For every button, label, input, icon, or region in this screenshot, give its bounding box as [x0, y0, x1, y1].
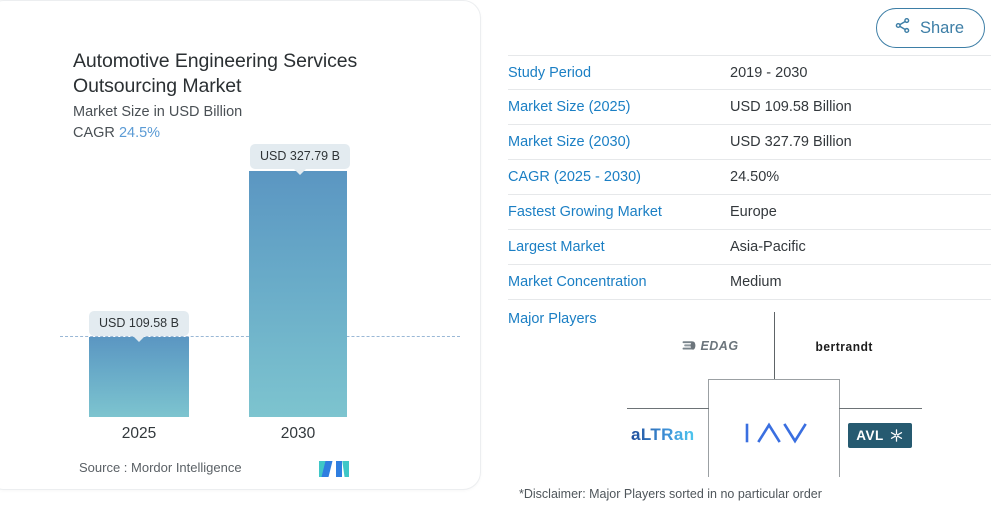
- table-row: CAGR (2025 - 2030) 24.50%: [508, 160, 991, 195]
- chart-card: Automotive Engineering Services Outsourc…: [0, 0, 481, 490]
- cagr-prefix-label: CAGR: [73, 125, 115, 141]
- diagram-arm-right: [839, 408, 922, 410]
- mordor-intelligence-logo: [319, 459, 352, 484]
- bertrandt-logo-text: bertrandt: [815, 338, 873, 354]
- avl-logo-text: AVL: [856, 427, 884, 443]
- diagram-stem-line: [774, 312, 776, 379]
- major-players-row: Major Players: [508, 300, 991, 338]
- avl-snowflake-icon: [890, 428, 902, 442]
- table-row: Market Size (2030) USD 327.79 Billion: [508, 125, 991, 160]
- row-value: 24.50%: [730, 169, 780, 185]
- chart-subtitle: Market Size in USD Billion: [73, 104, 243, 120]
- data-label-2030: USD 327.79 B: [250, 144, 350, 169]
- cagr-value: 24.5%: [118, 125, 161, 141]
- row-label: Fastest Growing Market: [508, 204, 662, 220]
- avl-logo-box: AVL: [848, 422, 912, 448]
- row-value: USD 327.79 Billion: [730, 134, 852, 150]
- table-row: Fastest Growing Market Europe: [508, 195, 991, 230]
- row-label: Market Size (2030): [508, 134, 631, 150]
- row-label: Study Period: [508, 64, 592, 81]
- row-value: Asia-Pacific: [730, 239, 806, 255]
- avl-logo: AVL: [841, 420, 919, 450]
- table-row: Largest Market Asia-Pacific: [508, 230, 991, 265]
- x-axis-label-2025: 2025: [121, 425, 157, 442]
- diagram-arm-left: [627, 408, 709, 410]
- altran-logo: aLTRan: [620, 418, 730, 450]
- row-label: Market Concentration: [508, 274, 647, 290]
- table-row: Market Size (2025) USD 109.58 Billion: [508, 90, 991, 125]
- disclaimer-text: *Disclaimer: Major Players sorted in no …: [519, 487, 822, 501]
- edag-logo-text: EDAG: [700, 339, 739, 353]
- major-players-diagram: EDAG bertrandt aLTRan: [508, 312, 991, 477]
- row-label: Largest Market: [508, 239, 605, 255]
- edag-logo: EDAG: [651, 332, 769, 360]
- iav-logo: [733, 416, 821, 450]
- bar-2030[interactable]: [249, 171, 347, 417]
- row-value: Medium: [730, 274, 782, 290]
- row-label: CAGR (2025 - 2030): [508, 169, 641, 185]
- row-value: 2019 - 2030: [730, 64, 808, 81]
- chart-title: Automotive Engineering Services Outsourc…: [73, 50, 358, 97]
- market-info-table: Study Period 2019 - 2030 Market Size (20…: [508, 55, 991, 338]
- bertrandt-logo: bertrandt: [780, 332, 908, 360]
- x-axis-label-2030: 2030: [280, 425, 316, 442]
- svg-text:aLTRan: aLTRan: [631, 425, 694, 444]
- share-button-label: Share: [919, 18, 964, 37]
- diagram-center-box: [708, 379, 840, 477]
- row-value: Europe: [730, 204, 777, 220]
- row-label: Market Size (2025): [508, 99, 631, 115]
- major-players-label: Major Players: [508, 311, 597, 327]
- source-attribution: Source : Mordor Intelligence: [79, 460, 242, 475]
- share-network-icon: [894, 17, 911, 39]
- table-row: Market Concentration Medium: [508, 265, 991, 300]
- data-label-2025: USD 109.58 B: [89, 311, 189, 336]
- table-row: Study Period 2019 - 2030: [508, 55, 991, 90]
- chart-cagr: CAGR 24.5%: [73, 125, 160, 141]
- row-value: USD 109.58 Billion: [730, 99, 852, 115]
- share-button[interactable]: Share: [875, 8, 985, 48]
- bar-2025[interactable]: [89, 337, 189, 417]
